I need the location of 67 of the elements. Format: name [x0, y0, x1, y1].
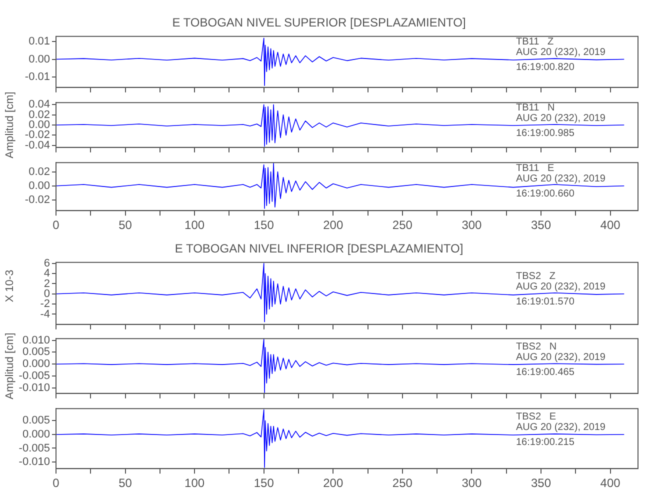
annotation: TBS2 N — [516, 341, 557, 352]
annotation: 16:19:00.660 — [516, 188, 575, 200]
x-tick-label: 0 — [52, 476, 60, 490]
y-tick-label: 0.02 — [28, 166, 50, 178]
x-tick-label: 300 — [462, 476, 482, 490]
chart-title: E TOBOGAN NIVEL INFERIOR [DESPLAZAMIENTO] — [174, 242, 464, 256]
y-tick-label: 0.04 — [28, 98, 50, 111]
y-tick-label: -0.02 — [24, 129, 50, 142]
x-tick-label: 300 — [462, 218, 482, 232]
y-tick-label: 0.000 — [22, 358, 50, 370]
annotation: 16:19:00.215 — [516, 437, 575, 448]
x-tick-label: 400 — [600, 476, 621, 490]
x-tick-label: 100 — [184, 218, 205, 232]
x-tick-label: 350 — [530, 476, 552, 490]
y-tick-label: 0.005 — [22, 414, 50, 427]
chart-title: E TOBOGAN NIVEL SUPERIOR [DESPLAZAMIENTO] — [172, 16, 466, 30]
y-tick-label: -0.005 — [18, 442, 50, 454]
x-tick-label: 150 — [254, 218, 274, 232]
y-axis-title: Amplitud [cm] — [3, 90, 17, 160]
y-tick-label: -0.02 — [24, 194, 50, 206]
annotation: TBS2 Z — [516, 271, 556, 282]
annotation: AUG 20 (232), 2019 — [516, 352, 606, 363]
y-tick-label: -0.01 — [24, 70, 50, 83]
x-tick-label: 200 — [323, 218, 344, 232]
y-tick-label: 6 — [44, 257, 50, 270]
y-tick-label: 0.02 — [28, 108, 50, 121]
annotation: TB11 N — [516, 102, 555, 114]
x-tick-label: 200 — [323, 476, 344, 490]
y-tick-label: -0.005 — [18, 370, 50, 382]
x-tick-label: 250 — [392, 476, 413, 490]
annotation: 16:19:00.985 — [516, 128, 575, 139]
y-tick-label: 0.00 — [28, 119, 50, 132]
y-tick-label: 2 — [44, 278, 50, 290]
y-tick-label: -4 — [40, 308, 50, 320]
y-tick-label: 0 — [44, 288, 50, 300]
x-tick-label: 250 — [392, 218, 413, 232]
y-tick-label: 0.005 — [22, 346, 50, 358]
y-axis-title: Amplitud [cm] — [3, 332, 17, 402]
x-tick-label: 400 — [600, 218, 621, 232]
annotation: TB11 Z — [516, 36, 554, 48]
y-tick-label: -2 — [40, 298, 50, 310]
y-tick-label: 0.00 — [28, 180, 50, 192]
annotation: AUG 20 (232), 2019 — [516, 282, 606, 293]
y-tick-label: -0.010 — [18, 456, 50, 468]
x-tick-label: 50 — [118, 218, 132, 232]
annotation: 16:19:01.570 — [516, 296, 575, 308]
annotation: 16:19:00.465 — [516, 366, 575, 378]
y-tick-label: 0.010 — [22, 334, 50, 346]
x-tick-label: 350 — [530, 218, 552, 232]
x-tick-label: 150 — [254, 476, 274, 490]
annotation: TB11 E — [516, 163, 554, 174]
x-tick-label: 100 — [184, 476, 205, 490]
y-axis-title: X 10-3 — [4, 269, 16, 302]
y-tick-label: 0.00 — [28, 53, 50, 66]
annotation: AUG 20 (232), 2019 — [516, 47, 606, 58]
annotation: AUG 20 (232), 2019 — [516, 422, 606, 434]
annotation: TBS2 E — [516, 412, 556, 423]
y-tick-label: -0.010 — [18, 382, 50, 394]
y-tick-label: 0.01 — [28, 36, 50, 48]
annotation: AUG 20 (232), 2019 — [516, 112, 606, 124]
y-tick-label: 4 — [44, 268, 50, 280]
x-tick-label: 0 — [52, 218, 60, 232]
y-tick-label: -0.04 — [24, 139, 50, 152]
annotation: 16:19:00.820 — [516, 62, 575, 74]
annotation: AUG 20 (232), 2019 — [516, 174, 606, 185]
y-tick-label: 0.000 — [22, 428, 50, 441]
x-tick-label: 50 — [118, 476, 132, 490]
